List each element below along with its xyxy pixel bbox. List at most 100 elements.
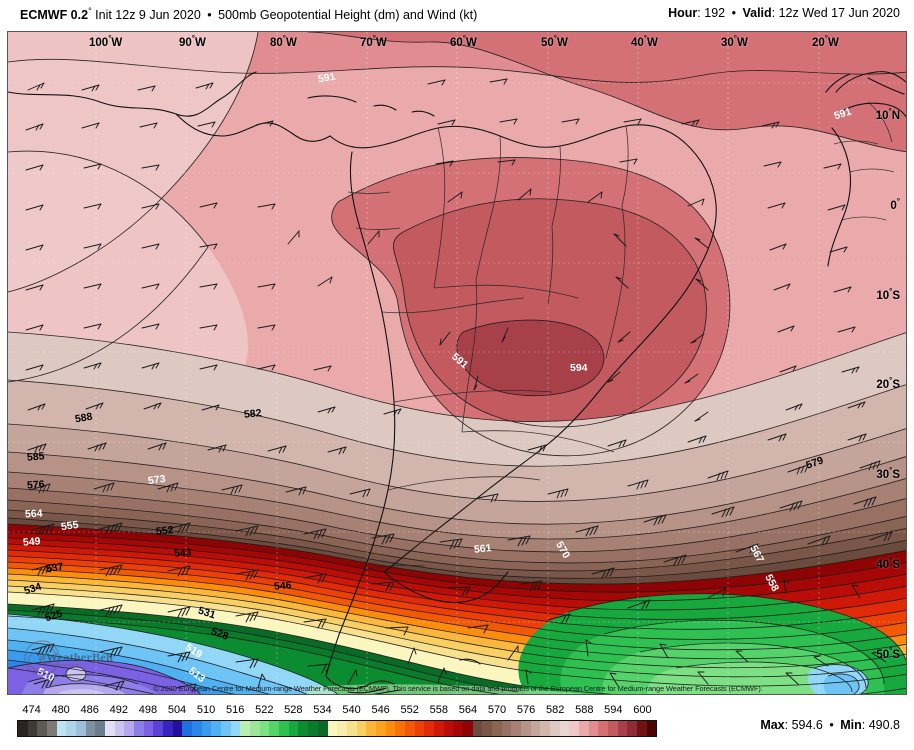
colorbar-swatch-22[interactable]: [230, 721, 241, 736]
colorbar-swatch-47[interactable]: [472, 721, 483, 736]
colorbar-swatch-55[interactable]: [549, 721, 560, 736]
colorbar-swatch-63[interactable]: [627, 721, 637, 736]
colorbar-swatch-43[interactable]: [433, 721, 444, 736]
map-canvas[interactable]: 100°W 90°W 80°W 70°W 60°W 50°W 40°W 30°W 20°W 10…: [7, 31, 907, 695]
colorbar-tick-498: 498: [138, 704, 158, 716]
colorbar-swatch-4[interactable]: [56, 721, 67, 736]
colorbar-tick-540: 540: [342, 704, 361, 716]
valid-value: 12z Wed 17 Jun 2020: [778, 6, 900, 20]
colorbar-swatch-60[interactable]: [598, 721, 608, 736]
colorbar-swatch-54[interactable]: [540, 721, 550, 736]
hour-label: Hour: [668, 6, 698, 20]
colorbar-tick-558: 558: [429, 704, 448, 716]
colorbar-swatch-2[interactable]: [37, 721, 48, 736]
colorbar-swatch-35[interactable]: [356, 721, 367, 736]
colorbar-swatch-27[interactable]: [279, 721, 289, 736]
field-description: 500mb Geopotential Height (dm) and Wind …: [218, 8, 478, 23]
colorbar-tick-594: 594: [604, 704, 623, 716]
colorbar-swatch-58[interactable]: [578, 721, 589, 736]
colorbar-swatch-18[interactable]: [192, 721, 202, 736]
colorbar-tick-576: 576: [516, 704, 536, 716]
colorbar-swatch-38[interactable]: [385, 721, 396, 736]
model-degree: °: [88, 6, 92, 16]
colorbar-tick-564: 564: [458, 704, 478, 716]
colorbar-swatch-7[interactable]: [85, 721, 96, 736]
colorbar-swatch-0[interactable]: [18, 721, 28, 736]
colorbar-tick-588: 588: [575, 704, 594, 716]
max-value: 594.6: [791, 718, 823, 732]
colorbar-swatch-41[interactable]: [414, 721, 425, 736]
colorbar-swatch-28[interactable]: [288, 721, 299, 736]
colorbar-swatch-24[interactable]: [250, 721, 260, 736]
colorbar-swatch-20[interactable]: [211, 721, 222, 736]
colorbar-tick-546: 546: [371, 704, 390, 716]
ecmwf-credit-text: © 2020 European Centre for Medium-range …: [153, 684, 763, 693]
colorbar-swatch-16[interactable]: [172, 721, 183, 736]
colorbar-tick-528: 528: [284, 704, 303, 716]
colorbar-tick-474: 474: [22, 704, 41, 716]
colorbar-swatch-25[interactable]: [259, 721, 270, 736]
colorbar-swatch-26[interactable]: [269, 721, 280, 736]
colorbar-swatch-36[interactable]: [366, 721, 376, 736]
weatherbell-logo-subtext: ANALYTICS: [50, 663, 80, 668]
colorbar-swatch-52[interactable]: [520, 721, 531, 736]
colorbar-swatch-37[interactable]: [375, 721, 386, 736]
colorbar-swatch-9[interactable]: [105, 721, 115, 736]
colorbar-swatch-64[interactable]: [637, 721, 647, 736]
colorbar-swatch-56[interactable]: [559, 721, 570, 736]
colorbar-tick-labels: 474 480 486 492 498 504 510 516 522 528 534 540 546 5…: [0, 704, 672, 718]
colorbar-swatch-40[interactable]: [404, 721, 415, 736]
weatherbell-logo: WeatherBell ANALYTICS: [20, 638, 116, 678]
colorbar-tick-582: 582: [545, 704, 565, 716]
colorbar-swatch-5[interactable]: [66, 721, 77, 736]
colorbar-swatch-48[interactable]: [482, 721, 492, 736]
colorbar-swatch-57[interactable]: [569, 721, 579, 736]
colorbar-swatch-3[interactable]: [47, 721, 57, 736]
colorbar-swatch-44[interactable]: [443, 721, 454, 736]
colorbar-swatch-51[interactable]: [511, 721, 521, 736]
colorbar-swatch-30[interactable]: [308, 721, 318, 736]
colorbar-swatch-17[interactable]: [182, 721, 193, 736]
header-bullet-2: •: [731, 6, 736, 20]
colorbar-swatch-13[interactable]: [143, 721, 154, 736]
colorbar-tick-486: 486: [80, 704, 99, 716]
colorbar-tick-480: 480: [51, 704, 70, 716]
colorbar-swatch-23[interactable]: [240, 721, 251, 736]
model-name: ECMWF 0.2: [20, 8, 89, 23]
colorbar-swatch-31[interactable]: [317, 721, 328, 736]
colorbar-swatch-32[interactable]: [327, 721, 338, 736]
colorbar-swatch-14[interactable]: [153, 721, 164, 736]
colorbar-swatch-12[interactable]: [134, 721, 144, 736]
colorbar-swatch-45[interactable]: [453, 721, 463, 736]
colorbar-swatch-21[interactable]: [221, 721, 231, 736]
colorbar-tick-516: 516: [225, 704, 245, 716]
colorbar-swatches[interactable]: [17, 720, 657, 737]
colorbar-swatch-6[interactable]: [76, 721, 86, 736]
colorbar-swatch-49[interactable]: [491, 721, 502, 736]
colorbar-swatch-8[interactable]: [95, 721, 106, 736]
colorbar-tick-552: 552: [400, 704, 419, 716]
colorbar-swatch-42[interactable]: [424, 721, 434, 736]
colorbar-swatch-34[interactable]: [346, 721, 357, 736]
colorbar-swatch-33[interactable]: [337, 721, 347, 736]
colorbar-swatch-29[interactable]: [298, 721, 309, 736]
colorbar-swatch-59[interactable]: [588, 721, 599, 736]
colorbar-swatch-65[interactable]: [646, 721, 657, 736]
colorbar-legend: 474 480 486 492 498 504 510 516 522 528 534 540 546 5…: [0, 700, 914, 750]
colorbar-swatch-1[interactable]: [27, 721, 38, 736]
colorbar-swatch-11[interactable]: [124, 721, 135, 736]
valid-label: Valid: [742, 6, 772, 20]
colorbar-swatch-10[interactable]: [114, 721, 125, 736]
colorbar-swatch-53[interactable]: [530, 721, 541, 736]
colorbar-swatch-39[interactable]: [395, 721, 405, 736]
colorbar-swatch-15[interactable]: [163, 721, 173, 736]
colorbar-swatch-61[interactable]: [607, 721, 618, 736]
colorbar-swatch-50[interactable]: [501, 721, 512, 736]
header-validity: Hour: 192 • Valid: 12z Wed 17 Jun 2020: [668, 6, 900, 20]
geopotential-height-contour-plot: [8, 32, 906, 694]
colorbar-swatch-46[interactable]: [462, 721, 473, 736]
colorbar-swatch-19[interactable]: [201, 721, 212, 736]
max-label: Max: [760, 718, 785, 732]
colorbar-swatch-62[interactable]: [617, 721, 628, 736]
